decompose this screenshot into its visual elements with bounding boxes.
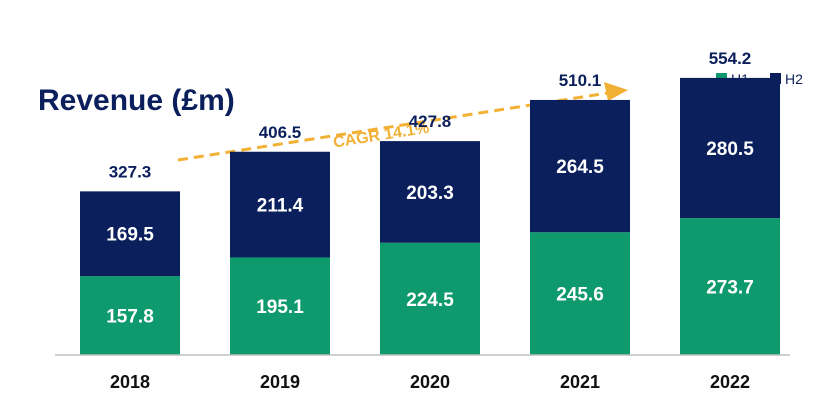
- total-label-2018: 327.3: [109, 162, 152, 181]
- bar-h2-2019: [230, 151, 330, 258]
- total-label-2022: 554.2: [709, 49, 752, 68]
- data-label-h1-2022: 273.7: [706, 278, 754, 299]
- bar-h1-2019: [230, 257, 330, 355]
- bar-h1-2020: [380, 242, 480, 355]
- bar-h2-2022: [680, 77, 780, 219]
- data-label-h2-2019: 211.4: [257, 196, 304, 217]
- total-label-2021: 510.1: [559, 71, 602, 90]
- bar-h2-2020: [380, 141, 480, 243]
- x-axis-ticks: 2018 2019 2020 2021 2022: [110, 372, 750, 392]
- bar-h2-2021: [530, 99, 630, 233]
- x-tick-2019: 2019: [260, 372, 300, 392]
- cagr-arrow-head: [604, 82, 628, 101]
- data-label-h2-2018: 169.5: [106, 225, 154, 246]
- bar-h1-2022: [680, 218, 780, 355]
- bar-h1-2021: [530, 232, 630, 355]
- data-label-h2-2021: 264.5: [556, 157, 604, 178]
- total-label-2019: 406.5: [259, 123, 302, 142]
- data-label-h2-2020: 203.3: [406, 183, 454, 204]
- data-label-h2-2022: 280.5: [706, 139, 754, 160]
- data-label-h1-2020: 224.5: [406, 290, 454, 311]
- data-label-h1-2021: 245.6: [556, 285, 604, 306]
- legend-label-h2: H2: [785, 71, 803, 87]
- bar-h2-2018: [80, 191, 180, 277]
- data-label-h1-2018: 157.8: [106, 307, 154, 328]
- total-label-2020: 427.8: [409, 112, 452, 131]
- data-label-h1-2019: 195.1: [256, 297, 304, 318]
- x-tick-2021: 2021: [560, 372, 600, 392]
- bar-h1-2018: [80, 276, 180, 355]
- chart-title: Revenue (£m): [38, 84, 235, 117]
- x-tick-2020: 2020: [410, 372, 450, 392]
- bars-group: 157.8 169.5 327.3 195.1 211.4 406.5 224.5 203.3…: [80, 49, 780, 355]
- cagr-arrow: [177, 91, 609, 162]
- x-tick-2022: 2022: [710, 372, 750, 392]
- x-tick-2018: 2018: [110, 372, 150, 392]
